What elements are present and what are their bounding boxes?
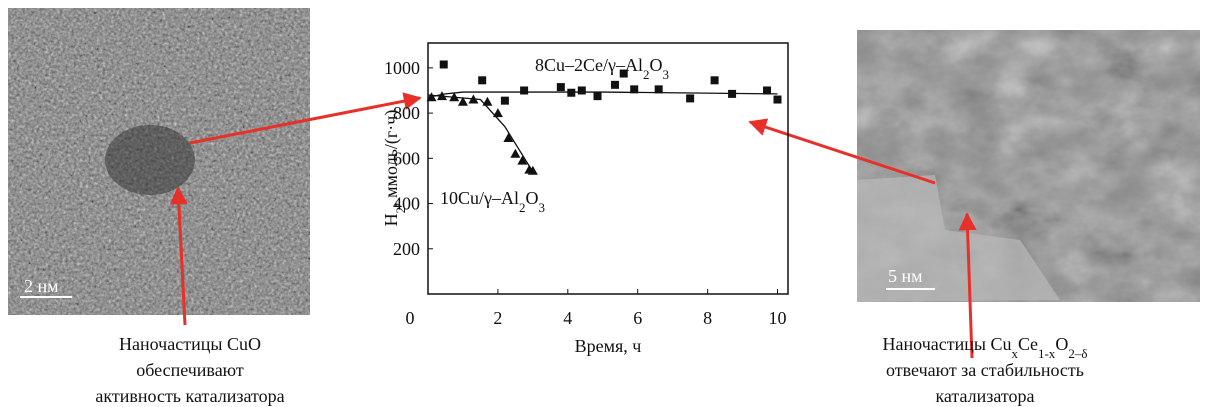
arrows [169, 92, 977, 359]
point [728, 89, 737, 98]
text-part: активность катализатора [95, 386, 284, 406]
point [439, 60, 448, 69]
point [500, 96, 509, 105]
subscript: 1-x [1038, 346, 1056, 361]
y-axis-label: H2, ммоль/(г·ч) [381, 110, 408, 227]
point [510, 148, 521, 158]
fit-line [427, 91, 778, 98]
point [763, 86, 772, 95]
point [517, 155, 528, 165]
text-part: катализатора [935, 386, 1034, 406]
caption-line: Наночастицы CuxCe1-xO2–δ [883, 334, 1088, 361]
point [567, 88, 576, 97]
series-label: 8Cu–2Ce/γ–Al2O3 [535, 55, 669, 82]
y-tick-label: 400 [393, 194, 420, 214]
point [426, 92, 437, 102]
text-part: 10Cu/γ–Al [440, 188, 519, 208]
text-part: отвечают за стабильность [886, 360, 1084, 380]
arrow [748, 118, 936, 185]
point [630, 85, 639, 94]
text-part: O [649, 55, 662, 75]
caption-line: обеспечивают [136, 360, 244, 380]
support [857, 175, 1060, 302]
text-part: Ce [1018, 334, 1038, 354]
point [520, 86, 529, 95]
point [593, 92, 602, 101]
x-tick-label: 6 [633, 308, 642, 328]
arrow [189, 92, 422, 145]
point [577, 86, 586, 95]
subscript: 3 [662, 67, 669, 82]
text-part: Наночастицы Cu [883, 334, 1012, 354]
scale-bar-label: 5 нм [888, 266, 923, 286]
x-tick-label: 4 [563, 308, 572, 328]
plot-frame [427, 42, 789, 295]
point [619, 69, 628, 78]
text-part: O [525, 188, 538, 208]
point [654, 85, 663, 94]
x-tick-label: 10 [769, 308, 787, 328]
subscript: 2 [519, 200, 526, 215]
x-tick-label: 0 [406, 308, 415, 328]
subscript: x [1011, 346, 1018, 361]
series-label: 10Cu/γ–Al2O3 [440, 188, 545, 215]
point [457, 96, 468, 106]
arrow [958, 212, 977, 359]
subscript: 2 [643, 67, 650, 82]
y-tick-label: 200 [393, 239, 420, 259]
point [436, 91, 447, 101]
point [556, 83, 565, 92]
scale-bar-label: 2 нм [24, 276, 59, 296]
point [710, 76, 719, 85]
point [482, 96, 493, 106]
point [468, 94, 479, 104]
point [686, 94, 695, 103]
y-tick-label: 800 [393, 103, 420, 123]
point [773, 95, 782, 104]
x-tick-label: 2 [493, 308, 502, 328]
text-part: 8Cu–2Ce/γ–Al [535, 55, 643, 75]
caption-line: Наночастицы CuO [119, 334, 261, 354]
text-part: обеспечивают [136, 360, 244, 380]
subscript: 2–δ [1068, 346, 1087, 361]
x-axis-label: Время, ч [575, 336, 642, 356]
caption-line: активность катализатора [95, 386, 284, 406]
text-part: O [1055, 334, 1068, 354]
subscript: 2 [393, 207, 408, 214]
y-tick-label: 1000 [384, 58, 420, 78]
text-part: H [381, 213, 401, 226]
point [527, 165, 538, 175]
arrow [169, 186, 188, 326]
particle [105, 125, 195, 195]
point [503, 132, 514, 142]
text-part: , ммоль/(г·ч) [381, 110, 402, 207]
point [478, 76, 487, 85]
caption-line: катализатора [935, 386, 1034, 406]
caption-line: отвечают за стабильность [886, 360, 1084, 380]
fit-line [427, 94, 534, 173]
x-tick-label: 8 [703, 308, 712, 328]
subscript: 3 [538, 200, 545, 215]
text-part: Наночастицы CuO [119, 334, 261, 354]
point [610, 80, 619, 89]
point [449, 92, 460, 102]
point [492, 108, 503, 118]
y-tick-label: 600 [393, 148, 420, 168]
